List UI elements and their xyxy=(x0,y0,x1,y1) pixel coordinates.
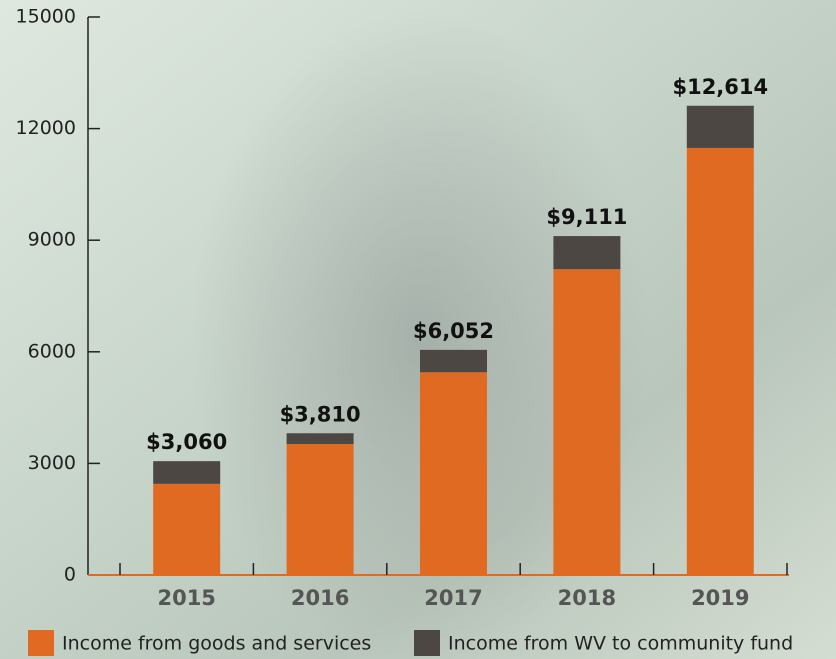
bar-segment xyxy=(153,483,221,575)
y-tick-label: 15000 xyxy=(16,6,76,28)
x-tick-label: 2018 xyxy=(558,586,616,610)
total-label: $3,060 xyxy=(146,430,227,454)
bar-segment xyxy=(286,433,354,445)
y-tick-label: 0 xyxy=(64,564,76,586)
legend-swatch xyxy=(414,630,440,656)
x-tick-label: 2019 xyxy=(691,586,749,610)
total-label: $9,111 xyxy=(546,205,627,229)
bar-segment xyxy=(420,372,487,575)
total-label: $3,810 xyxy=(280,402,361,426)
bar-segment xyxy=(686,147,754,575)
y-tick-label: 6000 xyxy=(28,340,76,362)
x-tick-label: 2015 xyxy=(157,586,215,610)
y-tick-label: 9000 xyxy=(28,229,76,251)
total-label: $12,614 xyxy=(672,75,768,99)
bar-segment xyxy=(553,269,621,575)
legend-label: Income from WV to community fund xyxy=(448,633,793,655)
x-tick-label: 2016 xyxy=(291,586,349,610)
y-tick-label: 3000 xyxy=(28,452,76,474)
bar-segment xyxy=(553,236,621,270)
bar-segment xyxy=(420,349,487,373)
bar-segment xyxy=(686,105,754,148)
bar-segment xyxy=(286,444,354,575)
legend-swatch xyxy=(28,630,54,656)
bar-segment xyxy=(153,461,221,484)
x-tick-label: 2017 xyxy=(424,586,482,610)
legend-label: Income from goods and services xyxy=(62,633,371,655)
total-label: $6,052 xyxy=(413,319,494,343)
y-tick-label: 12000 xyxy=(16,117,76,139)
